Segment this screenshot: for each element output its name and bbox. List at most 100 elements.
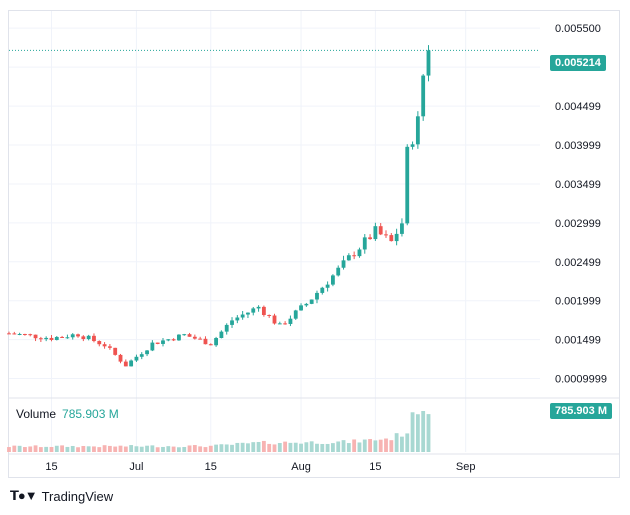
volume-bar	[187, 445, 192, 452]
volume-bar	[192, 445, 197, 452]
volume-bar	[261, 440, 266, 452]
volume-bar	[198, 446, 203, 452]
candle-body	[33, 334, 38, 339]
candle-body	[28, 334, 33, 336]
volume-bar	[155, 447, 160, 452]
y-tick-label: 0.002999	[555, 218, 601, 230]
candle-body	[44, 337, 49, 340]
volume-bar	[208, 445, 213, 452]
tradingview-brand[interactable]: 𝗧●▼ TradingView	[10, 488, 113, 504]
candle-body	[378, 226, 383, 235]
candle-body	[288, 318, 293, 324]
candle-body	[272, 315, 277, 324]
volume-bar	[7, 447, 11, 452]
candle-body	[400, 223, 404, 234]
candle-body	[315, 292, 319, 300]
volume-bar	[129, 445, 134, 452]
volume-bar	[309, 441, 314, 452]
candle-body	[23, 333, 27, 335]
candle-body	[346, 255, 351, 261]
candle-body	[336, 267, 341, 276]
volume-bar	[373, 440, 378, 452]
volume-bar	[325, 443, 330, 452]
volume-bar	[17, 445, 22, 452]
candle-body	[208, 344, 213, 346]
volume-bar	[49, 446, 54, 452]
candle-body	[171, 339, 176, 341]
volume-bar	[346, 443, 351, 452]
tradingview-logo-icon: 𝗧●▼	[10, 488, 38, 503]
volume-bar	[235, 442, 240, 452]
candle-body	[426, 50, 431, 76]
volume-bar	[357, 442, 362, 452]
x-tick-label: Sep	[456, 461, 476, 473]
candle-body	[7, 333, 11, 335]
volume-bar	[246, 443, 250, 452]
candle-body	[76, 334, 80, 337]
candle-body	[251, 308, 256, 313]
candle-body	[293, 310, 298, 319]
candle-body	[357, 249, 362, 257]
candle-body	[235, 317, 240, 321]
candlestick-chart[interactable]: 0.0055000.0049990.0044990.0039990.003499…	[0, 0, 630, 480]
volume-legend: Volume 785.903 M	[16, 407, 119, 421]
candle-body	[97, 341, 102, 345]
volume-bar	[341, 440, 346, 452]
candle-body	[92, 335, 96, 342]
volume-bar	[139, 446, 144, 452]
volume-bar	[203, 447, 208, 452]
y-tick-label: 0.002499	[555, 257, 601, 269]
volume-bar	[410, 412, 415, 452]
candle-body	[421, 75, 426, 117]
x-tick-label: 15	[205, 461, 217, 473]
candle-body	[49, 337, 54, 340]
volume-bar	[33, 445, 38, 452]
volume-bar	[277, 443, 282, 452]
volume-bar	[145, 445, 149, 452]
y-tick-label: 0.003499	[555, 179, 601, 191]
volume-bar	[272, 444, 277, 452]
candle-body	[102, 344, 107, 347]
candle-body	[60, 336, 65, 338]
candle-body	[12, 333, 17, 335]
volume-bar	[113, 446, 118, 452]
candle-body	[107, 346, 112, 348]
volume-bar	[23, 447, 27, 452]
volume-bar	[240, 442, 245, 452]
volume-bar	[224, 444, 229, 452]
volume-bar	[177, 447, 181, 452]
candle-body	[118, 354, 123, 362]
volume-bar	[421, 411, 426, 452]
candle-body	[224, 324, 229, 332]
volume-bar	[304, 442, 309, 452]
candle-body	[177, 334, 181, 341]
volume-bar	[389, 440, 394, 452]
candle-body	[38, 338, 43, 340]
candle-body	[405, 146, 410, 224]
volume-bar	[283, 441, 288, 452]
volume-bar	[267, 443, 272, 452]
volume-bar	[214, 444, 219, 452]
candle-body	[256, 306, 261, 309]
candle-body	[150, 342, 155, 351]
y-tick-label: 0.005500	[555, 23, 601, 35]
candle-body	[325, 284, 330, 288]
candle-body	[161, 340, 165, 344]
volume-bar	[362, 439, 367, 452]
volume-bar	[251, 442, 256, 452]
volume-bar	[299, 443, 303, 452]
volume-bar	[182, 447, 187, 452]
volume-bar	[415, 414, 420, 452]
x-tick-label: 15	[369, 461, 381, 473]
volume-bar	[394, 433, 399, 452]
volume-bar	[92, 446, 96, 452]
volume-bar	[12, 445, 17, 452]
x-tick-label: 15	[45, 461, 57, 473]
candle-body	[415, 116, 420, 145]
volume-bar	[161, 446, 165, 452]
y-tick-label: 0.0009999	[555, 374, 607, 386]
candle-body	[240, 314, 245, 318]
volume-bar	[60, 445, 65, 452]
volume-bar	[378, 439, 383, 452]
volume-bar	[288, 442, 293, 452]
